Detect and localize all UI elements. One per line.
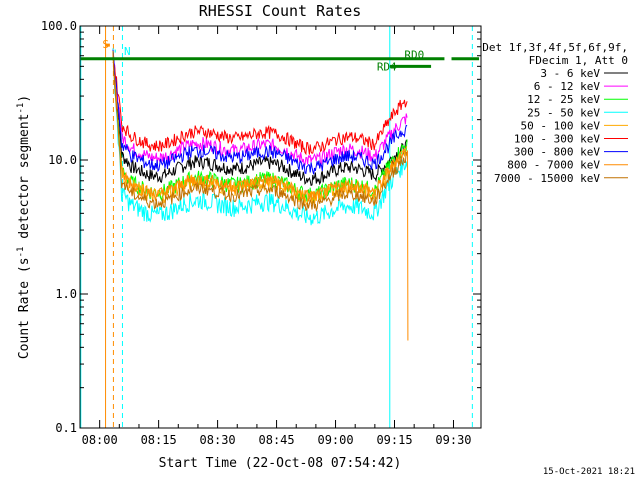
x-tick-label-1: 08:15 bbox=[141, 433, 177, 447]
marker-label-rd4: RD4 bbox=[377, 60, 397, 73]
legend-label-7: 800 - 7000 keV bbox=[507, 159, 600, 172]
legend-label-6: 300 - 800 keV bbox=[514, 146, 600, 159]
legend-label-5: 100 - 300 keV bbox=[514, 133, 600, 146]
series-line-300-800keV bbox=[112, 49, 408, 175]
marker-bars: S N RD0 RD4 bbox=[80, 38, 480, 73]
footer-timestamp: 15-Oct-2021 18:21 bbox=[543, 467, 635, 477]
y-axis-label-mid: detector segment bbox=[17, 114, 32, 247]
marker-label-n: N bbox=[124, 45, 131, 58]
x-tick-label-3: 08:45 bbox=[259, 433, 295, 447]
y-axis-label-sup2: -1 bbox=[16, 103, 26, 114]
plot-area bbox=[80, 26, 473, 428]
y-tick-label-0: 0.1 bbox=[55, 421, 77, 435]
legend-header-line-2: FDecim 1, Att 0 bbox=[529, 54, 628, 67]
y-axis-label-main: Count Rate (s bbox=[17, 257, 32, 359]
x-tick-label-2: 08:30 bbox=[200, 433, 236, 447]
marker-label-s: S bbox=[102, 38, 109, 51]
legend-header-line-1: Det 1f,3f,4f,5f,6f,9f, bbox=[482, 41, 628, 54]
y-axis-label: Count Rate (s-1 detector segment-1) bbox=[16, 95, 32, 359]
series-line-25-50keV bbox=[112, 48, 408, 226]
legend-label-3: 25 - 50 keV bbox=[527, 106, 600, 119]
legend-label-2: 12 - 25 keV bbox=[527, 93, 600, 106]
y-axis-label-end: ) bbox=[17, 95, 32, 103]
x-tick-label-0: 08:00 bbox=[82, 433, 118, 447]
legend-label-1: 6 - 12 keV bbox=[534, 80, 601, 93]
legend-label-0: 3 - 6 keV bbox=[540, 67, 600, 80]
y-tick-label-3: 100.0 bbox=[41, 19, 77, 33]
series-line-7000-15000keV bbox=[112, 50, 408, 213]
x-axis-label: Start Time (22-Oct-08 07:54:42) bbox=[159, 456, 402, 471]
series-line-800-7000keV bbox=[112, 51, 409, 341]
y-axis-label-sup1: -1 bbox=[16, 247, 26, 258]
plot-frame bbox=[79, 25, 482, 429]
chart-title: RHESSI Count Rates bbox=[199, 2, 362, 20]
legend-label-8: 7000 - 15000 keV bbox=[494, 172, 600, 185]
y-tick-label-2: 10.0 bbox=[48, 153, 77, 167]
y-tick-label-1: 1.0 bbox=[55, 287, 77, 301]
series-line-100-300keV bbox=[112, 61, 408, 156]
series-line-6-12keV bbox=[112, 52, 408, 168]
y-axis-ticks: 0.1 1.0 10.0 100.0 bbox=[41, 19, 481, 435]
marker-label-rd0: RD0 bbox=[404, 49, 424, 62]
legend-label-4: 50 - 100 keV bbox=[521, 119, 601, 132]
x-axis-ticks: 08:00 08:15 08:30 08:45 09:00 09:15 09:30 bbox=[82, 26, 472, 447]
x-tick-label-6: 09:30 bbox=[435, 433, 471, 447]
legend: Det 1f,3f,4f,5f,6f,9f, FDecim 1, Att 0 3… bbox=[482, 41, 628, 185]
x-tick-label-4: 09:00 bbox=[317, 433, 353, 447]
series-line-3-6keV bbox=[112, 55, 408, 187]
x-tick-label-5: 09:15 bbox=[376, 433, 412, 447]
